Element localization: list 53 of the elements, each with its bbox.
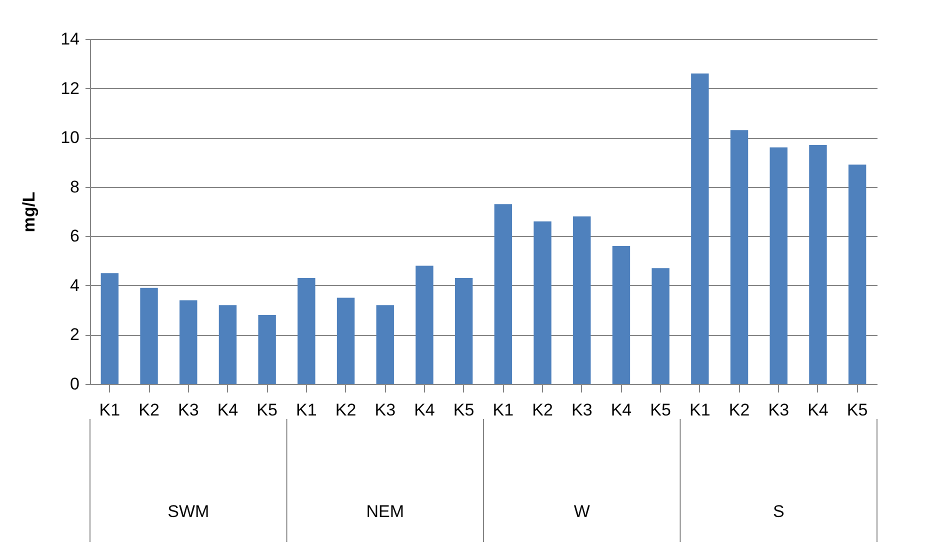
y-tick-label: 8 (70, 177, 80, 196)
x-tick-label: K5 (256, 400, 278, 420)
y-tick-label: 2 (70, 325, 80, 344)
text: NEM (366, 502, 404, 521)
bar (494, 204, 512, 384)
x-tick-label: K4 (808, 400, 828, 420)
bar (691, 74, 709, 384)
bar (218, 305, 237, 384)
bar (573, 216, 591, 384)
bar (258, 315, 276, 384)
bar (730, 130, 748, 384)
x-tick-label: K1 (690, 400, 710, 420)
bar (534, 221, 552, 384)
bar (100, 273, 119, 384)
bar (416, 266, 434, 384)
x-tick-label: K3 (178, 400, 199, 420)
x-tick-label: K3 (374, 400, 396, 420)
bar (770, 147, 788, 384)
x-tick-label: K4 (610, 400, 632, 420)
y-tick-label: 0 (70, 374, 80, 394)
x-tick-label: K2 (138, 400, 160, 420)
text: SWM (168, 502, 210, 521)
y-tick-label: 10 (60, 128, 80, 148)
x-tick-label: K1 (99, 400, 120, 420)
y-tick-label: 14 (60, 30, 80, 48)
x-tick-label: K3 (571, 400, 592, 420)
x-tick-label: K1 (492, 400, 514, 420)
x-tick-label: K2 (335, 400, 356, 420)
bar (336, 298, 355, 384)
x-tick-label: K5 (453, 400, 474, 420)
bar (612, 246, 630, 384)
y-tick-label: 12 (60, 78, 80, 98)
x-tick-label: K5 (650, 400, 671, 420)
bar (180, 300, 198, 384)
bar (652, 268, 670, 384)
y-tick-label: 4 (70, 276, 80, 295)
x-tick-label: K3 (768, 400, 790, 420)
x-tick-label: K5 (846, 400, 868, 420)
text: W (574, 502, 590, 521)
text: S (772, 502, 784, 521)
y-tick-label: 6 (70, 226, 80, 246)
y-axis-title: mg/L (20, 192, 39, 232)
x-tick-label: K2 (532, 400, 553, 420)
bar (454, 278, 473, 384)
x-tick-label: K4 (217, 400, 238, 420)
x-tick-label: K2 (728, 400, 750, 420)
bar (809, 144, 827, 384)
bar (298, 278, 316, 384)
bar (848, 164, 866, 384)
bar (376, 305, 394, 384)
x-tick-label: K4 (414, 400, 435, 420)
bar (140, 288, 158, 384)
x-tick-label: K1 (296, 400, 317, 420)
